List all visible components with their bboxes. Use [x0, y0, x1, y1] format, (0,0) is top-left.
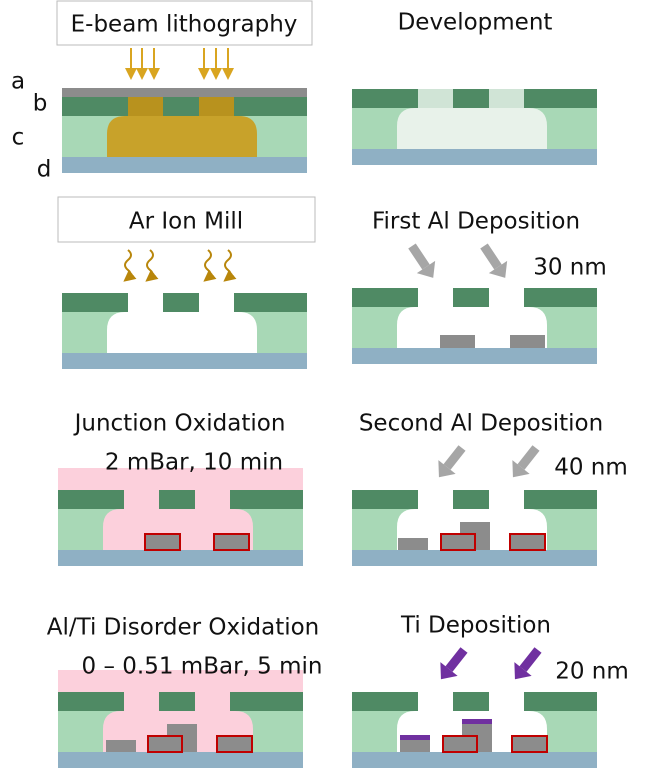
- cavity: [397, 307, 547, 348]
- opening: [418, 692, 453, 711]
- resist-top: [352, 89, 597, 108]
- opening: [199, 293, 234, 312]
- thickness-label: 20 nm: [555, 659, 629, 685]
- resist-top: [352, 692, 597, 711]
- cavity: [107, 312, 257, 353]
- oxidized-al: [213, 533, 250, 551]
- oxidized-al: [442, 735, 478, 753]
- step-title: Al/Ti Disorder Oxidation: [47, 615, 320, 641]
- opening: [195, 490, 230, 509]
- opening: [489, 692, 524, 711]
- al-arrow: [443, 445, 466, 470]
- oxidized-al: [144, 533, 181, 551]
- pmma-top: [62, 88, 307, 97]
- al-arrow-head: [488, 260, 508, 278]
- thickness-label: 30 nm: [533, 255, 607, 281]
- oxidized-al: [216, 735, 253, 753]
- resist-top: [352, 288, 597, 307]
- opening: [418, 490, 453, 509]
- resist-top: [352, 490, 597, 509]
- opening: [199, 97, 234, 116]
- substrate: [62, 157, 307, 173]
- ti-film: [400, 735, 430, 740]
- title-box: [57, 196, 316, 243]
- ion-arrow: [123, 249, 137, 282]
- opening: [128, 97, 163, 116]
- substrate: [62, 353, 307, 369]
- opening: [128, 293, 163, 312]
- opening: [418, 288, 453, 307]
- substrate: [352, 752, 597, 768]
- oxidized-al: [511, 735, 548, 753]
- opening: [195, 692, 230, 711]
- thickness-label: 40 nm: [554, 455, 628, 481]
- step-title: E-beam lithography: [71, 12, 298, 38]
- condition-label: 2 mBar, 10 min: [105, 450, 283, 476]
- cavity: [397, 108, 547, 149]
- ti-film: [462, 719, 492, 724]
- al-arrow-head: [438, 460, 456, 478]
- step-title: First Al Deposition: [372, 209, 580, 235]
- al-arrow: [408, 243, 430, 270]
- opening: [489, 490, 524, 509]
- substrate: [58, 550, 303, 566]
- opening: [124, 490, 159, 509]
- al-arrow-head: [416, 260, 436, 278]
- layer-label: d: [37, 157, 52, 183]
- substrate: [58, 752, 303, 768]
- condition-label: 0 – 0.51 mBar, 5 min: [82, 654, 323, 680]
- layer-label: c: [12, 125, 25, 151]
- al-arrow: [517, 445, 540, 470]
- step-title: Ar Ion Mill: [129, 209, 243, 235]
- cavity: [107, 116, 257, 157]
- step-title: Ti Deposition: [400, 613, 551, 639]
- substrate: [352, 348, 597, 364]
- ti-arrow-head: [514, 662, 532, 680]
- opening: [124, 692, 159, 711]
- oxidized-al: [440, 533, 476, 551]
- al-film: [510, 335, 545, 348]
- resist-top: [58, 490, 303, 509]
- al-film: [400, 740, 430, 752]
- ti-arrow: [445, 647, 468, 672]
- title-box: [56, 0, 313, 46]
- opening: [418, 89, 453, 108]
- oxidized-al: [147, 735, 183, 753]
- step-title: Development: [398, 10, 553, 36]
- step-title: Junction Oxidation: [73, 411, 286, 437]
- step-title: Second Al Deposition: [359, 411, 603, 437]
- resist-top: [58, 692, 303, 711]
- substrate: [352, 550, 597, 566]
- oxide: [58, 468, 303, 490]
- ti-arrow: [519, 647, 542, 672]
- al-arrow-head: [512, 460, 530, 478]
- oxidized-al: [509, 533, 546, 551]
- ion-arrow: [203, 249, 217, 282]
- resist-top: [62, 97, 307, 116]
- ion-arrow: [223, 249, 237, 282]
- opening: [489, 89, 524, 108]
- al-arrow: [480, 243, 502, 270]
- al-film: [398, 538, 428, 550]
- ti-arrow-head: [440, 662, 458, 680]
- layer-label: b: [33, 91, 48, 117]
- al-film: [440, 335, 475, 348]
- opening: [489, 288, 524, 307]
- substrate: [352, 149, 597, 165]
- oxide: [58, 670, 303, 692]
- resist-top: [62, 293, 307, 312]
- al-film: [106, 740, 136, 752]
- layer-label: a: [11, 69, 25, 95]
- ion-arrow: [145, 249, 159, 282]
